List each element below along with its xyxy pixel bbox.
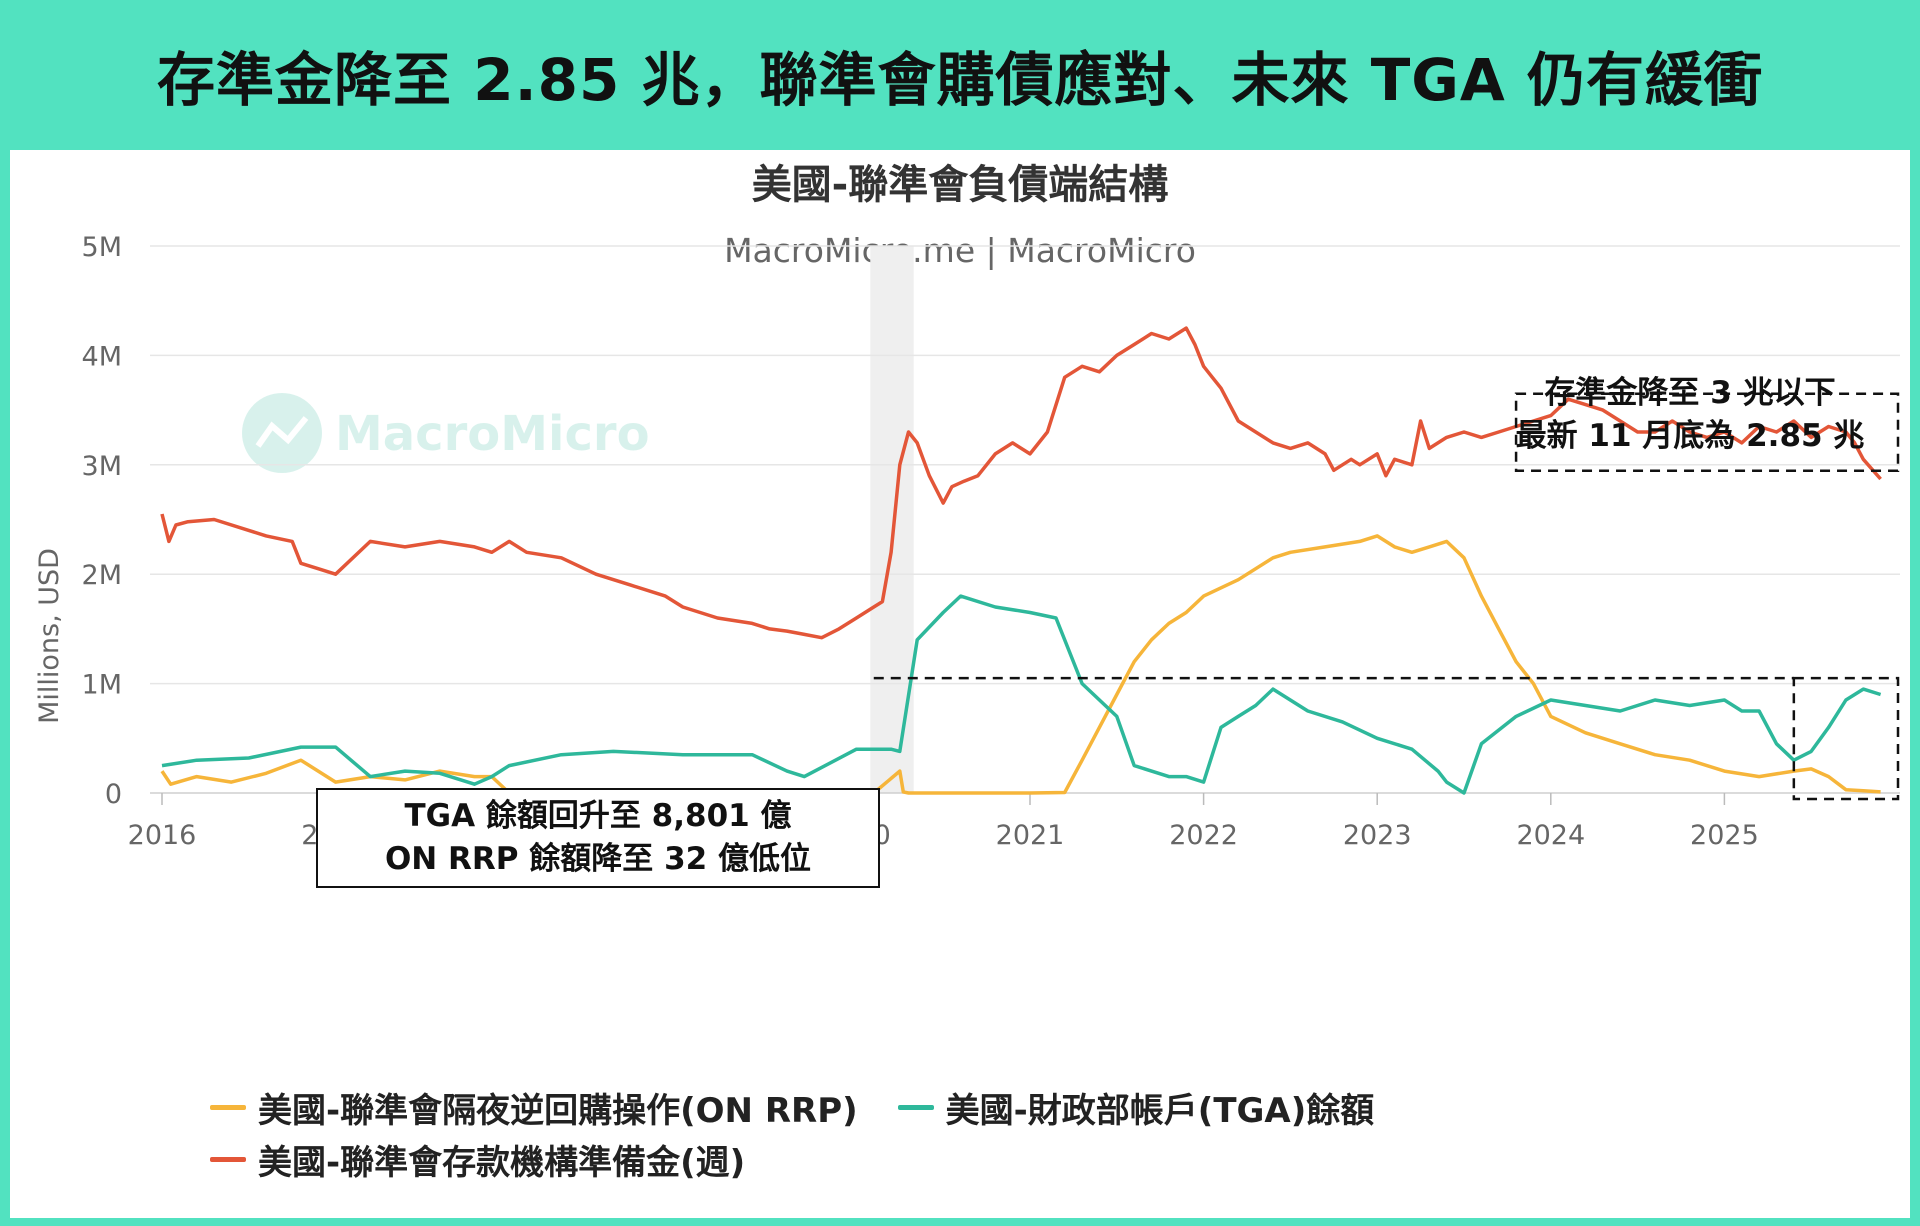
line-chart: 美國-聯準會負債端結構 MacroMicro.me | MacroMicro M… (34, 162, 1900, 851)
series-line-on-rrp (160, 534, 1881, 795)
x-tick-label: 2025 (1690, 820, 1759, 851)
series-line-tga (161, 594, 1882, 795)
legend-swatch-reserves (210, 1157, 246, 1162)
legend-item-on-rrp[interactable]: 美國-聯準會隔夜逆回購操作(ON RRP) (210, 1083, 858, 1132)
banner-title: 存準金降至 2.85 兆，聯準會購債應對、未來 TGA 仍有緩衝 (157, 46, 1763, 114)
watermark-logo-icon (242, 393, 322, 473)
annotation-tga-rrp-line-2: ON RRP 餘額降至 32 億低位 (384, 841, 812, 877)
x-tick-label: 2022 (1169, 820, 1238, 851)
x-tick-label: 2016 (128, 820, 197, 851)
y-tick-label: 5M (82, 232, 122, 263)
dashed-box-reserves (1514, 392, 1900, 473)
legend-item-tga[interactable]: 美國-財政部帳戶(TGA)餘額 (897, 1083, 1375, 1132)
legend-row-2: 美國-聯準會存款機構準備金(週) (210, 1135, 785, 1184)
x-tick-label: 2021 (996, 820, 1065, 851)
watermark-logo-stroke (255, 416, 309, 448)
annotation-reserves-line-1: 存準金降至 3 兆以下 (1544, 375, 1836, 411)
y-tick-label: 2M (82, 560, 122, 591)
legend-label-reserves: 美國-聯準會存款機構準備金(週) (258, 1143, 746, 1183)
x-tick-label: 2024 (1516, 820, 1585, 851)
annotation-reserves-line-2: 最新 11 月底為 2.85 兆 (1515, 418, 1865, 454)
annotation-reserves: 存準金降至 3 兆以下 最新 11 月底為 2.85 兆 (1470, 372, 1910, 458)
chart-card: 美國-聯準會負債端結構 MacroMicro.me | MacroMicro M… (10, 150, 1910, 1218)
annotation-tga-rrp: TGA 餘額回升至 8,801 億 ON RRP 餘額降至 32 億低位 (316, 788, 880, 888)
legend-label-tga: 美國-財政部帳戶(TGA)餘額 (945, 1091, 1375, 1131)
legend-row-1: 美國-聯準會隔夜逆回購操作(ON RRP) 美國-財政部帳戶(TGA)餘額 (210, 1083, 1414, 1132)
series-line-reserves (160, 326, 1882, 640)
x-tick-label: 2023 (1343, 820, 1412, 851)
legend-swatch-on-rrp (210, 1105, 246, 1110)
dashed-box-tga (1792, 676, 1900, 801)
legend-item-reserves[interactable]: 美國-聯準會存款機構準備金(週) (210, 1135, 745, 1184)
y-tick-label: 4M (82, 341, 122, 372)
y-tick-label: 0 (105, 779, 122, 810)
legend-swatch-tga (897, 1105, 934, 1110)
y-tick-label: 1M (82, 670, 122, 701)
legend-label-on-rrp: 美國-聯準會隔夜逆回購操作(ON RRP) (258, 1091, 858, 1131)
chart-title: 美國-聯準會負債端結構 (752, 162, 1169, 208)
watermark: MacroMicro (242, 393, 650, 473)
y-tick-label: 3M (82, 451, 122, 482)
chart-subtitle: MacroMicro.me | MacroMicro (724, 231, 1196, 270)
banner: 存準金降至 2.85 兆，聯準會購債應對、未來 TGA 仍有緩衝 (0, 0, 1920, 150)
annotation-tga-rrp-line-1: TGA 餘額回升至 8,801 億 (404, 798, 792, 834)
y-axis-label: Millions, USD (34, 548, 65, 724)
watermark-text: MacroMicro (335, 406, 650, 462)
